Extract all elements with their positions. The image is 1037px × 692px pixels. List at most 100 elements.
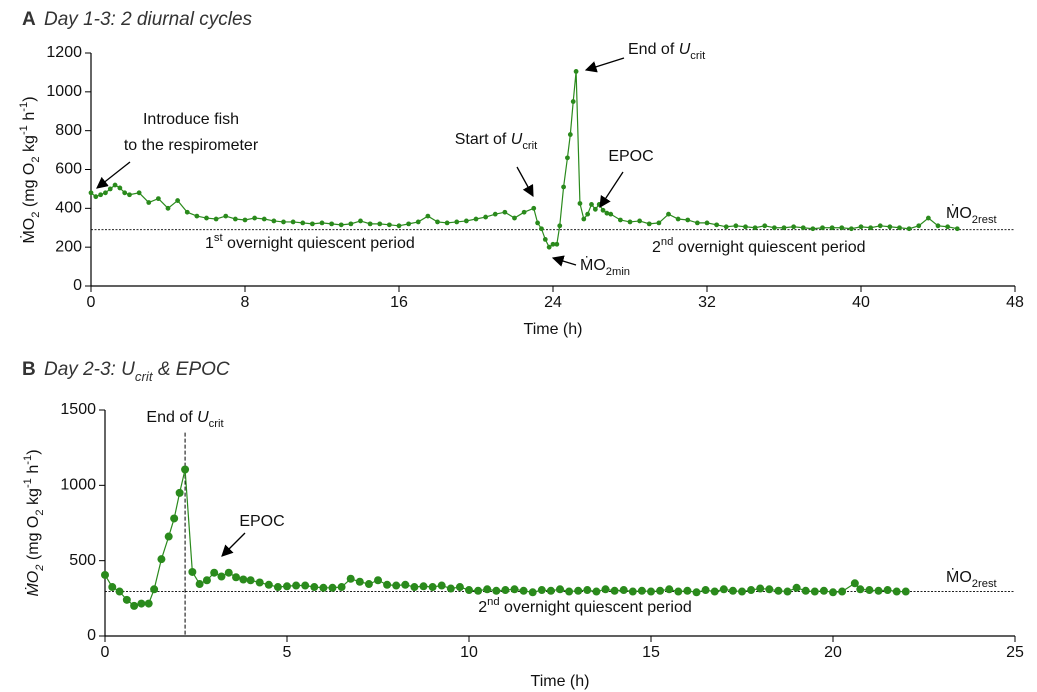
- text-part: Introduce fish: [143, 111, 239, 128]
- data-point: [585, 211, 591, 217]
- text-part: ṀO: [946, 203, 972, 222]
- data-point: [281, 219, 286, 225]
- text-part: ): [25, 449, 42, 454]
- text-part: 1: [205, 235, 214, 252]
- text-part: Time (h): [524, 321, 583, 338]
- data-point: [783, 587, 792, 596]
- data-point: [792, 583, 801, 592]
- data-point: [455, 583, 464, 592]
- data-point: [239, 575, 248, 584]
- data-point: [188, 567, 197, 576]
- data-point: [519, 586, 528, 595]
- data-point: [554, 241, 560, 247]
- data-point: [454, 219, 460, 225]
- data-point: [589, 202, 594, 207]
- x-tick-label: 48: [1006, 294, 1024, 311]
- data-point: [170, 514, 179, 523]
- data-point: [264, 580, 273, 589]
- data-point: [774, 586, 783, 595]
- x-tick-label: 10: [460, 644, 478, 661]
- data-point: [383, 580, 392, 589]
- data-point: [271, 218, 277, 224]
- data-point: [906, 226, 912, 232]
- data-point: [954, 226, 960, 232]
- x-tick-label: 24: [544, 294, 562, 311]
- data-point: [446, 584, 455, 593]
- data-point: [108, 583, 117, 592]
- data-point: [374, 576, 382, 585]
- data-point: [608, 211, 614, 217]
- annotation: to the respirometer: [124, 137, 259, 154]
- data-point: [358, 218, 363, 224]
- annotation: ṀO2min: [580, 255, 630, 278]
- data-point: [829, 225, 835, 231]
- y-tick-label: 800: [55, 122, 82, 139]
- data-point: [733, 223, 739, 229]
- data-point: [935, 223, 941, 229]
- data-point: [897, 225, 902, 231]
- data-point: [512, 215, 517, 221]
- data-point: [300, 220, 306, 226]
- y-axis-title: ṀO2 (mg O2 kg-1 h-1): [22, 449, 46, 596]
- data-point: [115, 587, 124, 596]
- data-point: [435, 219, 440, 225]
- data-point: [437, 581, 446, 590]
- data-point: [646, 221, 652, 227]
- data-point: [738, 587, 746, 596]
- data-point: [232, 216, 238, 222]
- data-point: [791, 224, 797, 230]
- data-point: [184, 209, 190, 215]
- data-point: [155, 196, 161, 202]
- y-tick-label: 0: [73, 277, 82, 294]
- data-point: [246, 576, 255, 585]
- text-part: (mg O: [21, 163, 38, 212]
- data-point: [473, 216, 479, 222]
- text-part: U: [197, 409, 209, 426]
- data-point: [346, 574, 355, 583]
- text-part: kg: [25, 488, 42, 509]
- data-point: [674, 587, 683, 596]
- data-point: [492, 586, 501, 595]
- data-point: [617, 217, 623, 223]
- annotation: EPOC: [608, 148, 653, 165]
- text-part: ṀO: [580, 255, 606, 274]
- data-point: [829, 588, 837, 597]
- text-part: ṀO: [946, 567, 972, 586]
- text-part: overnight quiescent period: [673, 239, 865, 256]
- annotation: ṀO2rest: [946, 203, 998, 226]
- panel-title: Day 1-3: 2 diurnal cycles: [44, 9, 253, 30]
- data-point: [600, 207, 606, 213]
- data-point: [223, 213, 229, 219]
- data-point: [406, 221, 412, 227]
- data-point: [157, 555, 166, 564]
- data-point: [367, 221, 373, 227]
- data-point: [202, 576, 211, 585]
- data-point: [195, 580, 204, 589]
- text-part: EPOC: [608, 148, 653, 165]
- y-tick-label: 1000: [60, 477, 96, 494]
- data-point: [762, 223, 768, 229]
- arrow: [551, 255, 577, 267]
- data-point: [557, 223, 563, 229]
- text-part: crit: [522, 140, 538, 152]
- data-point: [463, 218, 469, 224]
- data-point: [117, 185, 123, 191]
- data-point: [701, 586, 710, 595]
- data-point: [465, 586, 473, 595]
- x-axis-title: Time (h): [531, 673, 590, 690]
- data-point: [103, 190, 108, 196]
- x-tick-label: 0: [101, 644, 110, 661]
- text-part: End of: [628, 41, 679, 58]
- data-point: [628, 587, 637, 596]
- data-point: [865, 586, 874, 595]
- data-point: [810, 587, 819, 596]
- data-point: [415, 219, 421, 225]
- text-part: overnight quiescent period: [223, 235, 415, 252]
- x-tick-label: 8: [241, 294, 250, 311]
- text-part: nd: [487, 596, 499, 608]
- text-part: 2: [34, 509, 46, 515]
- data-point: [242, 217, 248, 223]
- data-point: [338, 222, 344, 228]
- text-part: 2: [478, 599, 487, 616]
